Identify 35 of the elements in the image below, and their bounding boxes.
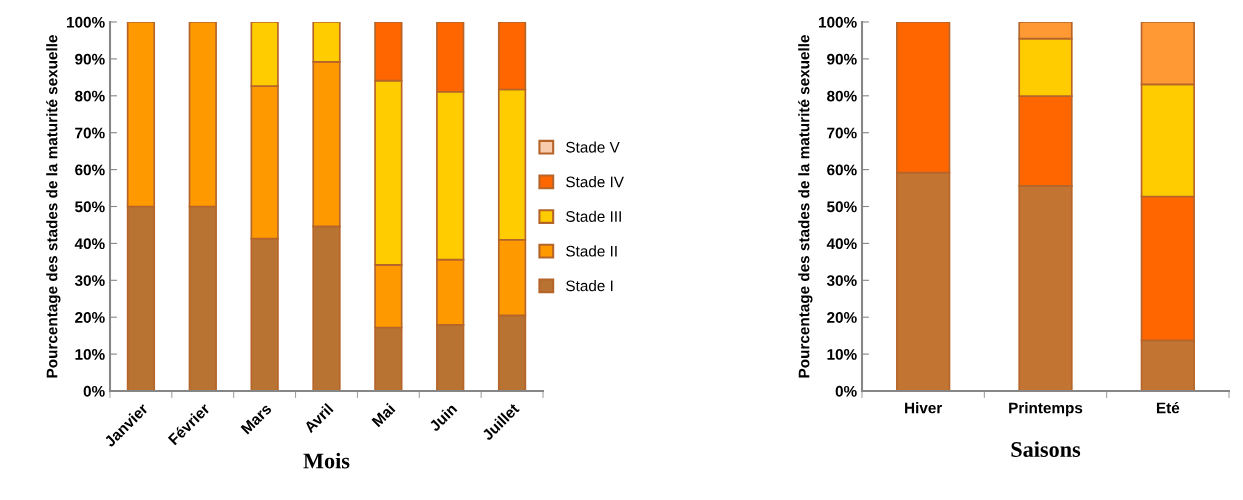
y-tick-label: 40% <box>74 238 105 250</box>
y-tick-label: 80% <box>827 90 857 102</box>
y-tick-label: 10% <box>827 348 857 360</box>
y-tick-label: 90% <box>75 53 105 65</box>
y-tick-label: 100% <box>819 16 857 28</box>
x-tick-label: Printemps <box>1009 402 1083 417</box>
y-tick-label: 0% <box>83 385 105 397</box>
y-tick-label: 0% <box>835 385 857 397</box>
y-tick-label: 60% <box>75 164 105 176</box>
x-tick-label: Eté <box>1156 401 1180 414</box>
legend-label: Stade V <box>566 141 620 153</box>
y-tick-label: 50% <box>827 201 857 213</box>
y-tick-label: 70% <box>75 127 105 139</box>
y-tick-label: 40% <box>826 238 857 250</box>
legend-label: Stade III <box>566 210 621 222</box>
y-tick-label: 100% <box>67 16 105 28</box>
y-axis-title: Pourcentage des stades de la maturité sexuelle <box>798 35 813 378</box>
y-tick-label: 20% <box>75 312 105 323</box>
x-axis-title: Saisons <box>1011 441 1081 457</box>
y-tick-label: 10% <box>75 348 105 360</box>
y-tick-label: 70% <box>827 127 857 139</box>
y-axis-title: Pourcentage des stades de la maturité sexuelle <box>46 35 61 378</box>
y-tick-label: 50% <box>75 201 105 213</box>
y-tick-label: 60% <box>827 164 857 176</box>
legend-label: Stade IV <box>566 176 624 188</box>
legend-label: Stade I <box>566 280 613 292</box>
y-tick-label: 90% <box>827 53 857 65</box>
y-tick-label: 30% <box>826 275 857 287</box>
y-tick-label: 30% <box>74 275 105 287</box>
x-tick-label: Mai <box>371 402 396 428</box>
x-tick-label: Hiver <box>905 402 943 414</box>
y-tick-label: 20% <box>827 312 857 323</box>
legend-label: Stade II <box>566 245 617 257</box>
x-axis-title: Mois <box>303 452 350 469</box>
y-tick-label: 80% <box>75 90 105 102</box>
